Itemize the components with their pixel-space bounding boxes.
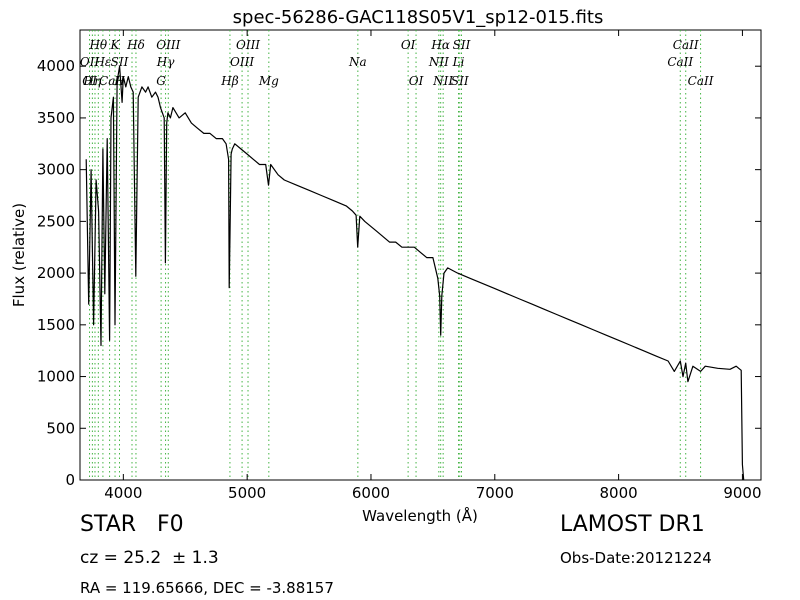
- line-label: OI: [82, 74, 97, 88]
- line-label: OIII: [230, 55, 254, 69]
- x-tick-label: 4000: [104, 484, 142, 502]
- observation-date: Obs-Date:20121224: [560, 549, 712, 567]
- y-tick-label: 0: [65, 471, 75, 489]
- x-tick-label: 6000: [352, 484, 390, 502]
- object-class: STAR F0: [80, 512, 184, 537]
- line-label: CaII: [667, 55, 693, 69]
- line-label: OII: [80, 55, 100, 69]
- line-label: CaII: [673, 38, 699, 52]
- plot-area: [79, 29, 762, 481]
- x-tick-label: 7000: [476, 484, 514, 502]
- sky-coordinates: RA = 119.65666, DEC = -3.88157: [80, 579, 334, 597]
- y-tick-label: 3500: [37, 109, 75, 127]
- line-label: SII: [453, 38, 471, 52]
- line-label: SII: [451, 74, 469, 88]
- line-label: NII: [428, 55, 449, 69]
- line-label: OIII: [236, 38, 260, 52]
- line-label: Hγ: [156, 55, 175, 69]
- y-axis-label: Flux (relative): [10, 203, 28, 307]
- redshift-value: cz = 25.2 ± 1.3: [80, 548, 219, 568]
- line-label: Li: [452, 55, 465, 69]
- spectral-line-markers: [89, 30, 702, 480]
- line-label: SII: [111, 55, 129, 69]
- spectrum-line: [85, 65, 745, 481]
- line-label: Hε: [93, 55, 111, 69]
- line-label: Hβ: [220, 74, 238, 88]
- line-label: Mg: [258, 74, 279, 88]
- line-label: OI: [409, 74, 424, 88]
- y-tick-label: 2000: [37, 264, 75, 282]
- x-axis-label: Wavelength (Å): [362, 506, 478, 525]
- line-label: H: [113, 74, 125, 88]
- line-label: Hα: [430, 38, 450, 52]
- line-label: Hη: [83, 74, 102, 88]
- line-label: G: [156, 74, 166, 88]
- y-tick-label: 3000: [37, 161, 75, 179]
- y-tick-label: 2500: [37, 212, 75, 230]
- chart-title: spec-56286-GAC118S05V1_sp12-015.fits: [233, 7, 604, 28]
- y-axis-ticks: 0 500 1000 1500 2000 2500 3000 3500 4000: [37, 57, 761, 489]
- x-tick-label: 5000: [228, 484, 266, 502]
- line-label: CaI: [99, 74, 120, 88]
- line-label: K: [110, 38, 121, 52]
- line-label: Hδ: [126, 38, 145, 52]
- line-label: Hθ: [88, 38, 107, 52]
- x-tick-label: 8000: [600, 484, 638, 502]
- y-tick-label: 500: [46, 419, 75, 437]
- y-tick-label: 1500: [37, 316, 75, 334]
- line-label: OI: [401, 38, 416, 52]
- line-label: Na: [348, 55, 367, 69]
- line-label: CaII: [688, 74, 714, 88]
- line-label: NII: [432, 74, 453, 88]
- line-label: OIII: [156, 38, 180, 52]
- x-tick-label: 9000: [723, 484, 761, 502]
- x-axis-ticks: 4000 5000 6000 7000 8000 9000: [104, 30, 762, 502]
- survey-name: LAMOST DR1: [560, 512, 705, 537]
- y-tick-label: 4000: [37, 57, 75, 75]
- y-tick-label: 1000: [37, 368, 75, 386]
